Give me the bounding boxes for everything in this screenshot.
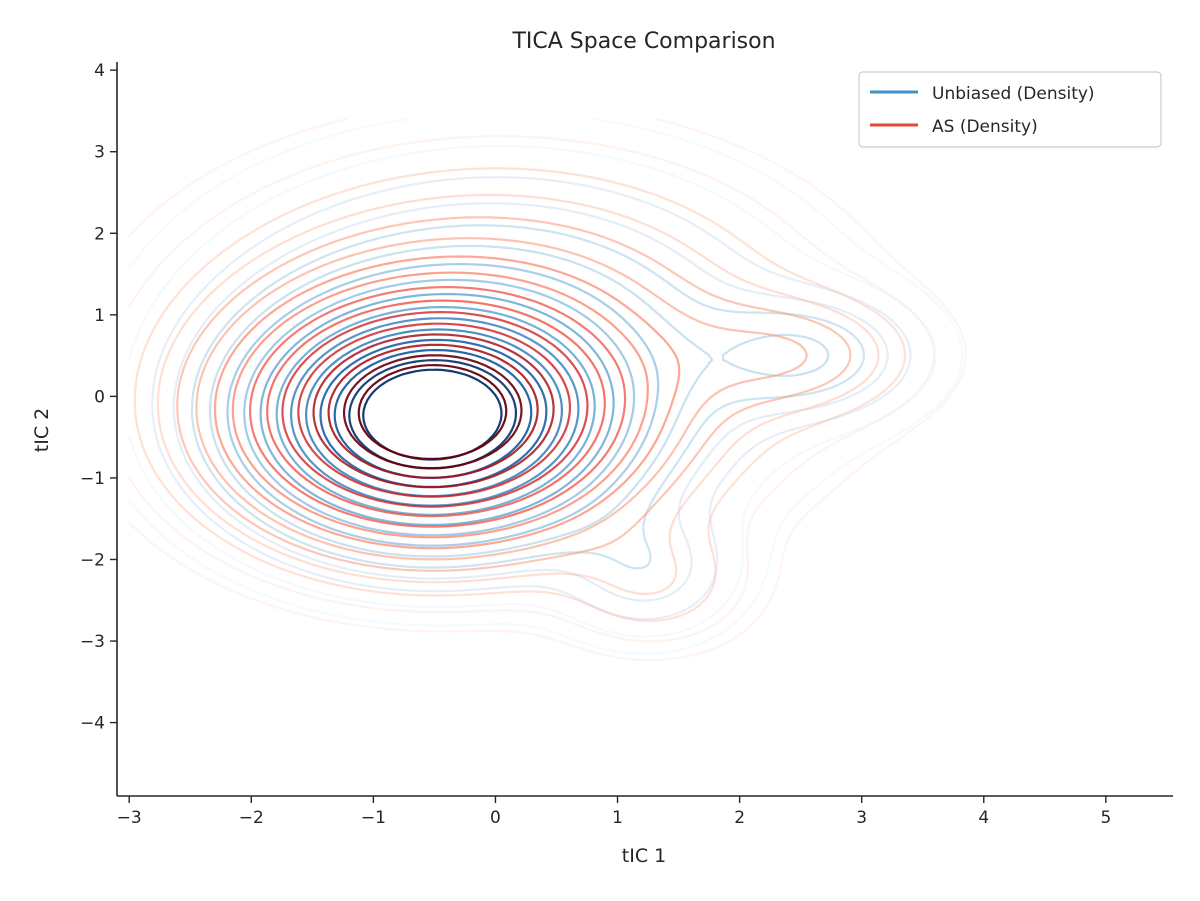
x-ticks: −3 −2 −1 0 1 2 3 4 5 <box>117 796 1111 828</box>
contour-line <box>259 292 615 526</box>
chart-title: TICA Space Comparison <box>511 29 775 54</box>
y-tick-label: 3 <box>94 143 105 163</box>
unbiased-density-contours <box>128 118 964 655</box>
contour-line <box>343 354 523 470</box>
contour-line <box>156 193 880 595</box>
contour-line <box>151 176 912 621</box>
contour-line <box>209 244 830 558</box>
contour-line <box>275 306 596 516</box>
contour-line <box>327 343 539 479</box>
contour-line <box>249 286 627 528</box>
x-tick-label: 1 <box>612 808 623 828</box>
y-axis-title: tIC 2 <box>31 408 53 452</box>
x-tick-label: 3 <box>856 808 867 828</box>
y-tick-label: −2 <box>80 550 105 570</box>
x-tick-label: 5 <box>1100 808 1111 828</box>
y-tick-label: 2 <box>94 224 105 244</box>
as-density-contours <box>128 118 967 662</box>
y-tick-label: 4 <box>94 61 105 81</box>
legend-frame <box>858 71 1162 148</box>
contour-line <box>281 311 589 508</box>
contour-line <box>133 167 907 622</box>
y-tick-label: 0 <box>94 387 105 407</box>
contour-line <box>297 322 571 498</box>
x-tick-label: −3 <box>117 808 142 828</box>
contour-line <box>357 364 508 460</box>
legend-label-unbiased: Unbiased (Density) <box>932 84 1095 104</box>
contour-line <box>172 202 889 602</box>
x-tick-label: 2 <box>734 808 745 828</box>
contour-line <box>190 224 866 570</box>
contour-line <box>226 263 660 547</box>
legend: Unbiased (Density) AS (Density) <box>858 71 1162 148</box>
legend-label-as: AS (Density) <box>932 117 1038 137</box>
x-axis-title: tIC 1 <box>622 845 666 867</box>
contour-line <box>195 237 808 561</box>
y-tick-label: 1 <box>94 306 105 326</box>
axes <box>116 62 1173 797</box>
x-tick-label: 4 <box>978 808 989 828</box>
y-tick-label: −1 <box>80 469 105 489</box>
contour-line <box>312 333 555 489</box>
contour-line <box>266 299 606 518</box>
contour-line <box>128 145 937 638</box>
x-tick-label: −2 <box>239 808 264 828</box>
y-ticks: −4 −3 −2 −1 0 1 2 3 4 <box>80 61 117 734</box>
x-tick-label: −1 <box>361 808 386 828</box>
contour-line <box>128 118 964 655</box>
contour-line <box>231 271 649 539</box>
contour-line <box>128 118 967 662</box>
x-tick-label: 0 <box>490 808 501 828</box>
contour-line <box>128 135 936 643</box>
y-tick-label: −4 <box>80 714 105 734</box>
contour-line <box>213 255 681 550</box>
contour-line <box>243 278 636 537</box>
y-tick-label: −3 <box>80 632 105 652</box>
contour-line <box>176 216 852 572</box>
